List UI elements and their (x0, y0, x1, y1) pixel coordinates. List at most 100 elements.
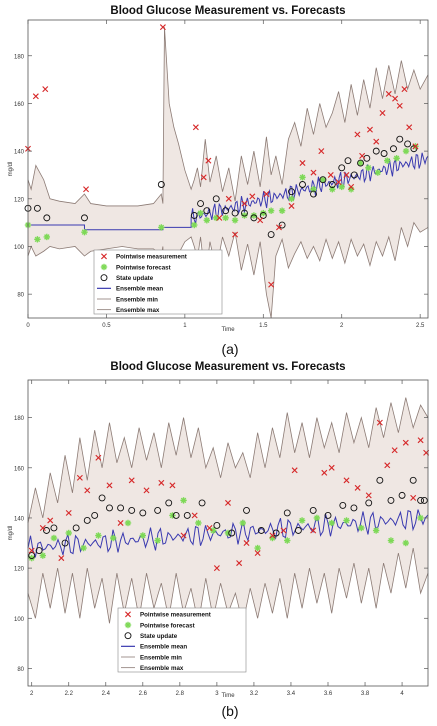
chart-title: Blood Glucose Measurement vs. Forecasts (110, 361, 345, 373)
state-update-point (338, 164, 346, 172)
state-update-point (222, 207, 230, 215)
x-tick-label: 0 (26, 323, 30, 329)
measurement-point (263, 191, 270, 198)
x-axis-label: Time (221, 693, 235, 699)
legend-label: Ensemble max (140, 665, 184, 672)
forecast-point (338, 183, 345, 191)
state-update-point (372, 147, 380, 155)
forecast-point (43, 233, 51, 241)
measurement-point (169, 482, 176, 489)
measurement-point (401, 86, 408, 93)
state-update-point (350, 504, 358, 512)
forecast-point (299, 174, 306, 181)
forecast-point (372, 527, 380, 534)
measurement-point (159, 24, 166, 31)
measurement-point (206, 524, 213, 531)
measurement-point (321, 469, 328, 476)
forecast-point (224, 529, 232, 537)
forecast-point (384, 157, 391, 164)
measurement-point (232, 231, 239, 238)
state-update-point (409, 476, 417, 484)
forecast-point (357, 159, 364, 167)
measurement-point (65, 509, 72, 516)
measurement-point (343, 477, 350, 484)
forecast-point (402, 147, 410, 155)
forecast-point (387, 537, 395, 544)
legend-label: Pointwise measurement (116, 254, 187, 261)
forecast-point (209, 527, 217, 534)
state-update-point (398, 491, 406, 499)
forecast-point (254, 544, 261, 552)
legend-label: Ensemble max (116, 307, 160, 314)
state-update-point (228, 529, 236, 537)
state-update-point (243, 506, 250, 514)
forecast-point (191, 221, 198, 229)
x-tick-label: 3.4 (287, 691, 296, 697)
state-update-point (278, 221, 286, 229)
state-update-point (344, 157, 352, 165)
chart-title: Blood Glucose Measurement vs. Forecasts (110, 5, 345, 17)
legend-entry: Ensemble mean (97, 286, 163, 293)
state-update-point (365, 499, 373, 507)
measurement-point (241, 200, 248, 207)
state-update-point (98, 494, 106, 502)
forecast-point (402, 539, 409, 547)
measurement-point (310, 527, 317, 534)
measurement-point (213, 565, 220, 572)
chart-a: Blood Glucose Measurement vs. Forecasts 8… (8, 5, 429, 357)
x-tick-label: 2.2 (65, 691, 74, 697)
chart-b: Blood Glucose Measurement vs. Forecasts 8… (8, 361, 430, 719)
measurement-point (417, 437, 424, 444)
measurement-point (42, 86, 49, 93)
forecast-point (158, 224, 165, 231)
state-update-point (106, 504, 113, 512)
forecast-point (222, 214, 229, 222)
y-tick-label: 160 (14, 466, 25, 472)
forecast-point (39, 552, 47, 559)
ensemble-min-line (27, 221, 429, 319)
forecast-point (124, 519, 132, 527)
measurement-point (254, 550, 261, 557)
forecast-point (313, 514, 321, 522)
measurement-point (28, 547, 35, 554)
forecast-point (95, 532, 102, 539)
forecast-point (239, 519, 247, 527)
x-tick-label: 1.5 (259, 323, 268, 329)
legend: Pointwise measurement Pointwise forecast S… (117, 607, 247, 673)
measurement-point (406, 124, 413, 131)
legend-label: Pointwise measurement (140, 612, 211, 619)
legend-label: Ensemble min (116, 296, 158, 303)
state-update-point (380, 150, 388, 157)
forecast-point (213, 214, 220, 222)
state-update-point (212, 195, 220, 203)
x-tick-label: 2.4 (102, 691, 111, 697)
state-update-point (357, 159, 364, 167)
state-update-point (420, 496, 428, 504)
x-tick-label: 2 (30, 691, 34, 697)
x-tick-label: 3.6 (324, 691, 333, 697)
plot-frame (27, 379, 429, 687)
forecast-point (180, 497, 187, 504)
state-update-point (350, 171, 358, 179)
measurement-point (191, 512, 198, 519)
state-update-point (139, 509, 147, 517)
x-tick-label: 2 (340, 323, 344, 329)
measurement-point (310, 169, 317, 176)
forecast-point (154, 537, 161, 544)
legend-entry: State update (124, 632, 178, 640)
y-tick-label: 180 (14, 416, 25, 422)
legend-entry: Ensemble min (121, 654, 182, 661)
state-update-point (72, 524, 80, 532)
measurement-point (257, 217, 264, 224)
forecast-point (278, 207, 286, 214)
state-update-point (410, 145, 418, 153)
measurement-point (117, 519, 124, 526)
measurement-point (143, 487, 150, 494)
forecast-point (358, 524, 365, 532)
x-tick-label: 3 (215, 691, 219, 697)
measurement-point (192, 124, 199, 131)
measurement-point (58, 555, 65, 562)
chart-panel-a: Blood Glucose Measurement vs. Forecasts 8… (0, 0, 437, 360)
legend-label: Pointwise forecast (116, 264, 171, 271)
legend-label: State update (140, 633, 178, 640)
